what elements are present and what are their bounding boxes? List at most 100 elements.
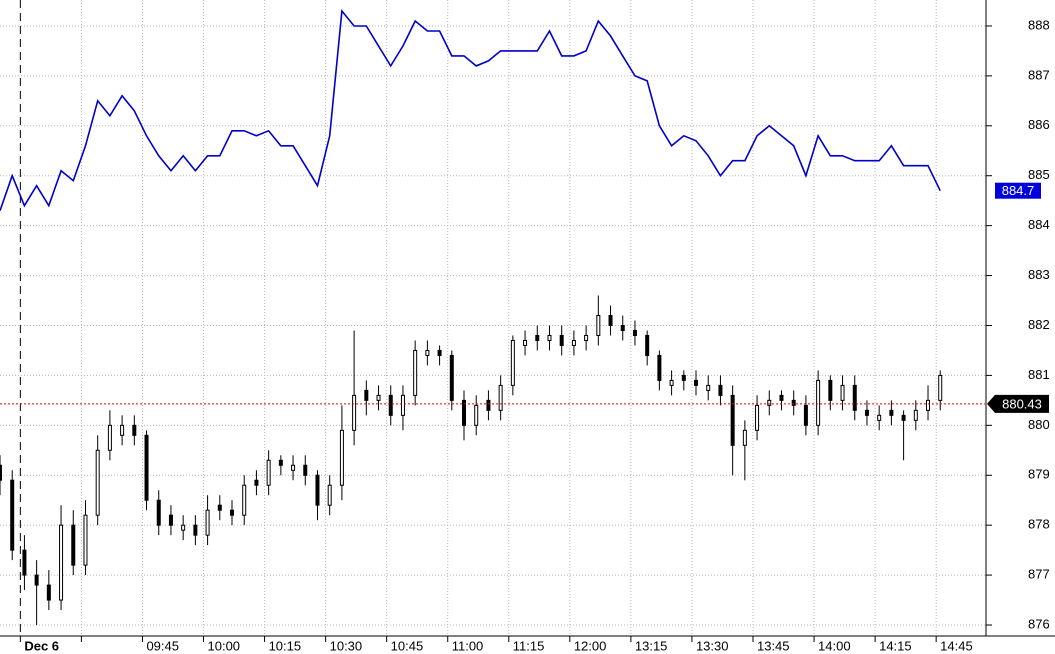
x-tick-label: 13:30 [696, 638, 729, 653]
y-tick-label: 876 [1028, 616, 1050, 631]
x-tick-label: 13:15 [635, 638, 668, 653]
x-tick-label: 10:15 [269, 638, 302, 653]
candle-body [291, 464, 296, 471]
candle-body [889, 409, 894, 416]
candle-body [388, 394, 393, 416]
candle-body [254, 479, 259, 486]
last-value-box [995, 182, 1041, 199]
candle-body [816, 379, 821, 426]
candle-body [584, 334, 589, 341]
candle-body [303, 464, 308, 476]
candle-body [840, 384, 845, 401]
candle-body [339, 429, 344, 486]
last-value-label: 884.7 [1002, 183, 1035, 198]
x-tick-label: 10:30 [330, 638, 363, 653]
candle-body [608, 315, 613, 326]
candle-body [0, 464, 2, 481]
x-tick-label: 09:45 [146, 638, 179, 653]
candle-body [791, 399, 796, 406]
candle-body [230, 509, 235, 516]
candle-body [242, 484, 247, 516]
candle-body [926, 399, 931, 411]
candle-body [71, 524, 76, 566]
y-tick-label: 881 [1028, 367, 1050, 382]
candle-body [742, 429, 747, 446]
x-tick-label: 14:15 [879, 638, 912, 653]
candle-body [535, 334, 540, 341]
candle-body [217, 504, 222, 511]
y-tick-label: 883 [1028, 267, 1050, 282]
candle-body [877, 414, 882, 421]
candle-body [547, 334, 552, 341]
candle-body [413, 349, 418, 396]
x-tick-label: 14:00 [818, 638, 851, 653]
candle-body [437, 349, 442, 356]
candle-body [755, 404, 760, 431]
candle-body [474, 404, 479, 426]
candle-body [364, 389, 369, 401]
candle-body [559, 334, 564, 346]
candle-body [718, 384, 723, 396]
candle-body [22, 549, 27, 576]
candle-body [828, 379, 833, 401]
candle-body [596, 315, 601, 336]
candle-body [571, 339, 576, 346]
x-tick-label: 11:00 [452, 638, 484, 653]
candle-body [706, 384, 711, 391]
candle-body [938, 374, 943, 401]
y-tick-label: 888 [1028, 17, 1050, 32]
candle-body [779, 394, 784, 401]
candle-body [681, 374, 686, 381]
candle-body [620, 324, 625, 331]
candle-body [400, 394, 405, 416]
candle-body [156, 499, 161, 526]
y-tick-label: 886 [1028, 117, 1050, 132]
candle-body [523, 339, 528, 346]
y-tick-label: 877 [1028, 567, 1050, 582]
y-tick-label: 879 [1028, 467, 1050, 482]
candle-body [694, 379, 699, 386]
candle-body [205, 509, 210, 536]
candle-body [181, 524, 186, 531]
candle-body [645, 334, 650, 356]
candle-body [730, 394, 735, 446]
candle-body [266, 459, 271, 486]
x-tick-label: 12:00 [574, 638, 607, 653]
candle-body [864, 409, 869, 416]
y-tick-label: 887 [1028, 67, 1050, 82]
candle-body [449, 354, 454, 401]
candle-body [376, 394, 381, 401]
y-tick-label: 882 [1028, 317, 1050, 332]
y-tick-label: 880 [1028, 417, 1050, 432]
candle-body [46, 584, 51, 601]
candle-body [83, 514, 88, 566]
candle-body [913, 409, 918, 421]
y-tick-label: 878 [1028, 517, 1050, 532]
candle-body [34, 574, 39, 586]
candle-body [327, 484, 332, 506]
candle-body [132, 424, 137, 436]
x-tick-label: 10:45 [391, 638, 424, 653]
candle-body [657, 354, 662, 381]
candle-body [193, 524, 198, 536]
candle-body [462, 399, 467, 426]
x-tick-label: 14:45 [940, 638, 973, 653]
candle-body [352, 394, 357, 431]
candle-body [669, 379, 674, 386]
candle-body [803, 404, 808, 426]
candle-body [632, 329, 637, 336]
candle-body [510, 339, 515, 386]
last-value-box [987, 394, 1049, 413]
candle-body [767, 399, 772, 406]
last-value-label: 880.43 [1002, 396, 1042, 411]
y-tick-label: 884 [1028, 217, 1050, 232]
candle-body [59, 524, 64, 601]
candle-body [168, 514, 173, 526]
candle-body [425, 349, 430, 356]
candle-body [95, 449, 100, 516]
x-tick-label: Dec 6 [24, 638, 59, 653]
candle-body [144, 434, 149, 501]
candle-body [278, 459, 283, 466]
